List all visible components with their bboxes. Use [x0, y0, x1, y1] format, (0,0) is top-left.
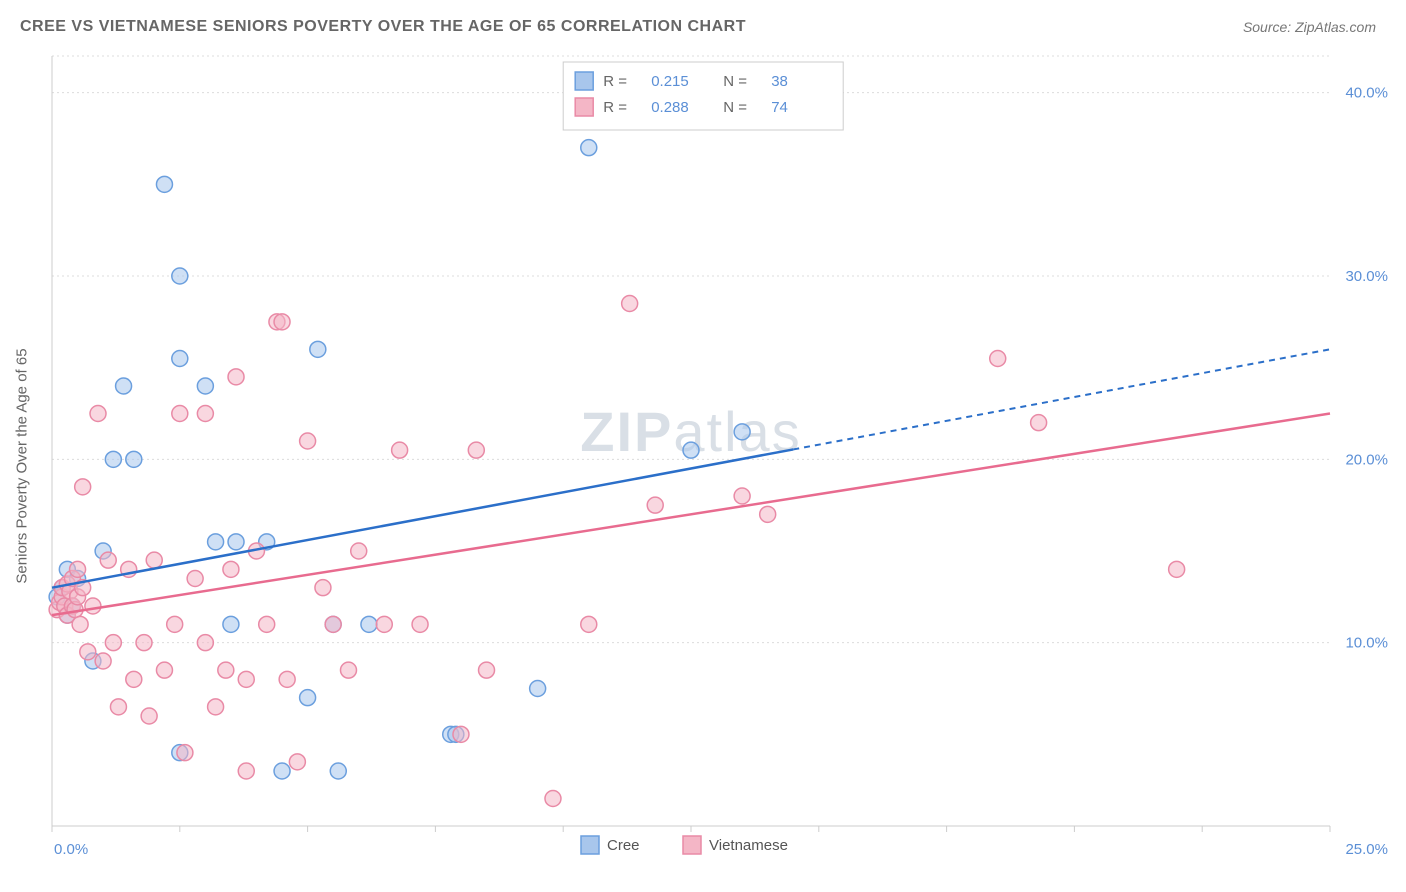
- data-point: [1031, 415, 1047, 431]
- y-axis-label: Seniors Poverty Over the Age of 65: [14, 348, 31, 583]
- chart-source: Source: ZipAtlas.com: [1243, 19, 1376, 35]
- data-point: [734, 424, 750, 440]
- data-point: [197, 406, 213, 422]
- data-point: [156, 662, 172, 678]
- data-point: [530, 681, 546, 697]
- data-point: [238, 671, 254, 687]
- data-point: [340, 662, 356, 678]
- data-point: [300, 690, 316, 706]
- svg-text:R =: R =: [603, 99, 627, 116]
- data-point: [110, 699, 126, 715]
- data-point: [330, 763, 346, 779]
- data-point: [468, 442, 484, 458]
- data-point: [274, 314, 290, 330]
- legend-swatch: [581, 836, 599, 854]
- data-point: [545, 791, 561, 807]
- data-point: [218, 662, 234, 678]
- svg-text:25.0%: 25.0%: [1345, 841, 1388, 858]
- data-point: [760, 506, 776, 522]
- scatter-chart: 10.0%20.0%30.0%40.0%ZIPatlas0.0%25.0%R =…: [0, 46, 1406, 886]
- data-point: [990, 351, 1006, 367]
- data-point: [376, 616, 392, 632]
- svg-text:40.0%: 40.0%: [1345, 85, 1388, 102]
- data-point: [392, 442, 408, 458]
- data-point: [80, 644, 96, 660]
- data-point: [172, 268, 188, 284]
- data-point: [325, 616, 341, 632]
- chart-header: CREE VS VIETNAMESE SENIORS POVERTY OVER …: [0, 0, 1406, 46]
- data-point: [146, 552, 162, 568]
- data-point: [75, 479, 91, 495]
- data-point: [622, 296, 638, 312]
- svg-text:10.0%: 10.0%: [1345, 635, 1388, 652]
- data-point: [126, 671, 142, 687]
- data-point: [85, 598, 101, 614]
- data-point: [105, 635, 121, 651]
- data-point: [208, 534, 224, 550]
- svg-text:N =: N =: [723, 73, 747, 90]
- data-point: [279, 671, 295, 687]
- svg-text:N =: N =: [723, 99, 747, 116]
- data-point: [156, 176, 172, 192]
- svg-text:0.215: 0.215: [651, 73, 689, 90]
- data-point: [361, 616, 377, 632]
- legend-label: Vietnamese: [709, 837, 788, 854]
- data-point: [453, 726, 469, 742]
- data-point: [300, 433, 316, 449]
- svg-text:0.0%: 0.0%: [54, 841, 88, 858]
- data-point: [172, 351, 188, 367]
- data-point: [197, 635, 213, 651]
- data-point: [187, 571, 203, 587]
- svg-text:R =: R =: [603, 73, 627, 90]
- data-point: [197, 378, 213, 394]
- data-point: [141, 708, 157, 724]
- svg-text:38: 38: [771, 73, 788, 90]
- data-point: [315, 580, 331, 596]
- data-point: [289, 754, 305, 770]
- data-point: [259, 616, 275, 632]
- data-point: [172, 406, 188, 422]
- data-point: [310, 341, 326, 357]
- chart-container: Seniors Poverty Over the Age of 65 10.0%…: [0, 46, 1406, 886]
- data-point: [581, 616, 597, 632]
- data-point: [683, 442, 699, 458]
- legend-swatch: [683, 836, 701, 854]
- data-point: [208, 699, 224, 715]
- data-point: [274, 763, 290, 779]
- data-point: [351, 543, 367, 559]
- data-point: [136, 635, 152, 651]
- svg-text:74: 74: [771, 99, 788, 116]
- legend-label: Cree: [607, 837, 640, 854]
- data-point: [223, 616, 239, 632]
- data-point: [647, 497, 663, 513]
- data-point: [70, 561, 86, 577]
- data-point: [95, 653, 111, 669]
- data-point: [177, 745, 193, 761]
- data-point: [228, 534, 244, 550]
- data-point: [126, 451, 142, 467]
- data-point: [734, 488, 750, 504]
- svg-text:0.288: 0.288: [651, 99, 689, 116]
- data-point: [72, 616, 88, 632]
- data-point: [223, 561, 239, 577]
- chart-title: CREE VS VIETNAMESE SENIORS POVERTY OVER …: [20, 18, 746, 36]
- svg-text:30.0%: 30.0%: [1345, 268, 1388, 285]
- data-point: [90, 406, 106, 422]
- data-point: [100, 552, 116, 568]
- data-point: [238, 763, 254, 779]
- data-point: [116, 378, 132, 394]
- data-point: [479, 662, 495, 678]
- data-point: [412, 616, 428, 632]
- data-point: [167, 616, 183, 632]
- svg-text:20.0%: 20.0%: [1345, 451, 1388, 468]
- data-point: [1169, 561, 1185, 577]
- data-point: [581, 140, 597, 156]
- data-point: [105, 451, 121, 467]
- data-point: [228, 369, 244, 385]
